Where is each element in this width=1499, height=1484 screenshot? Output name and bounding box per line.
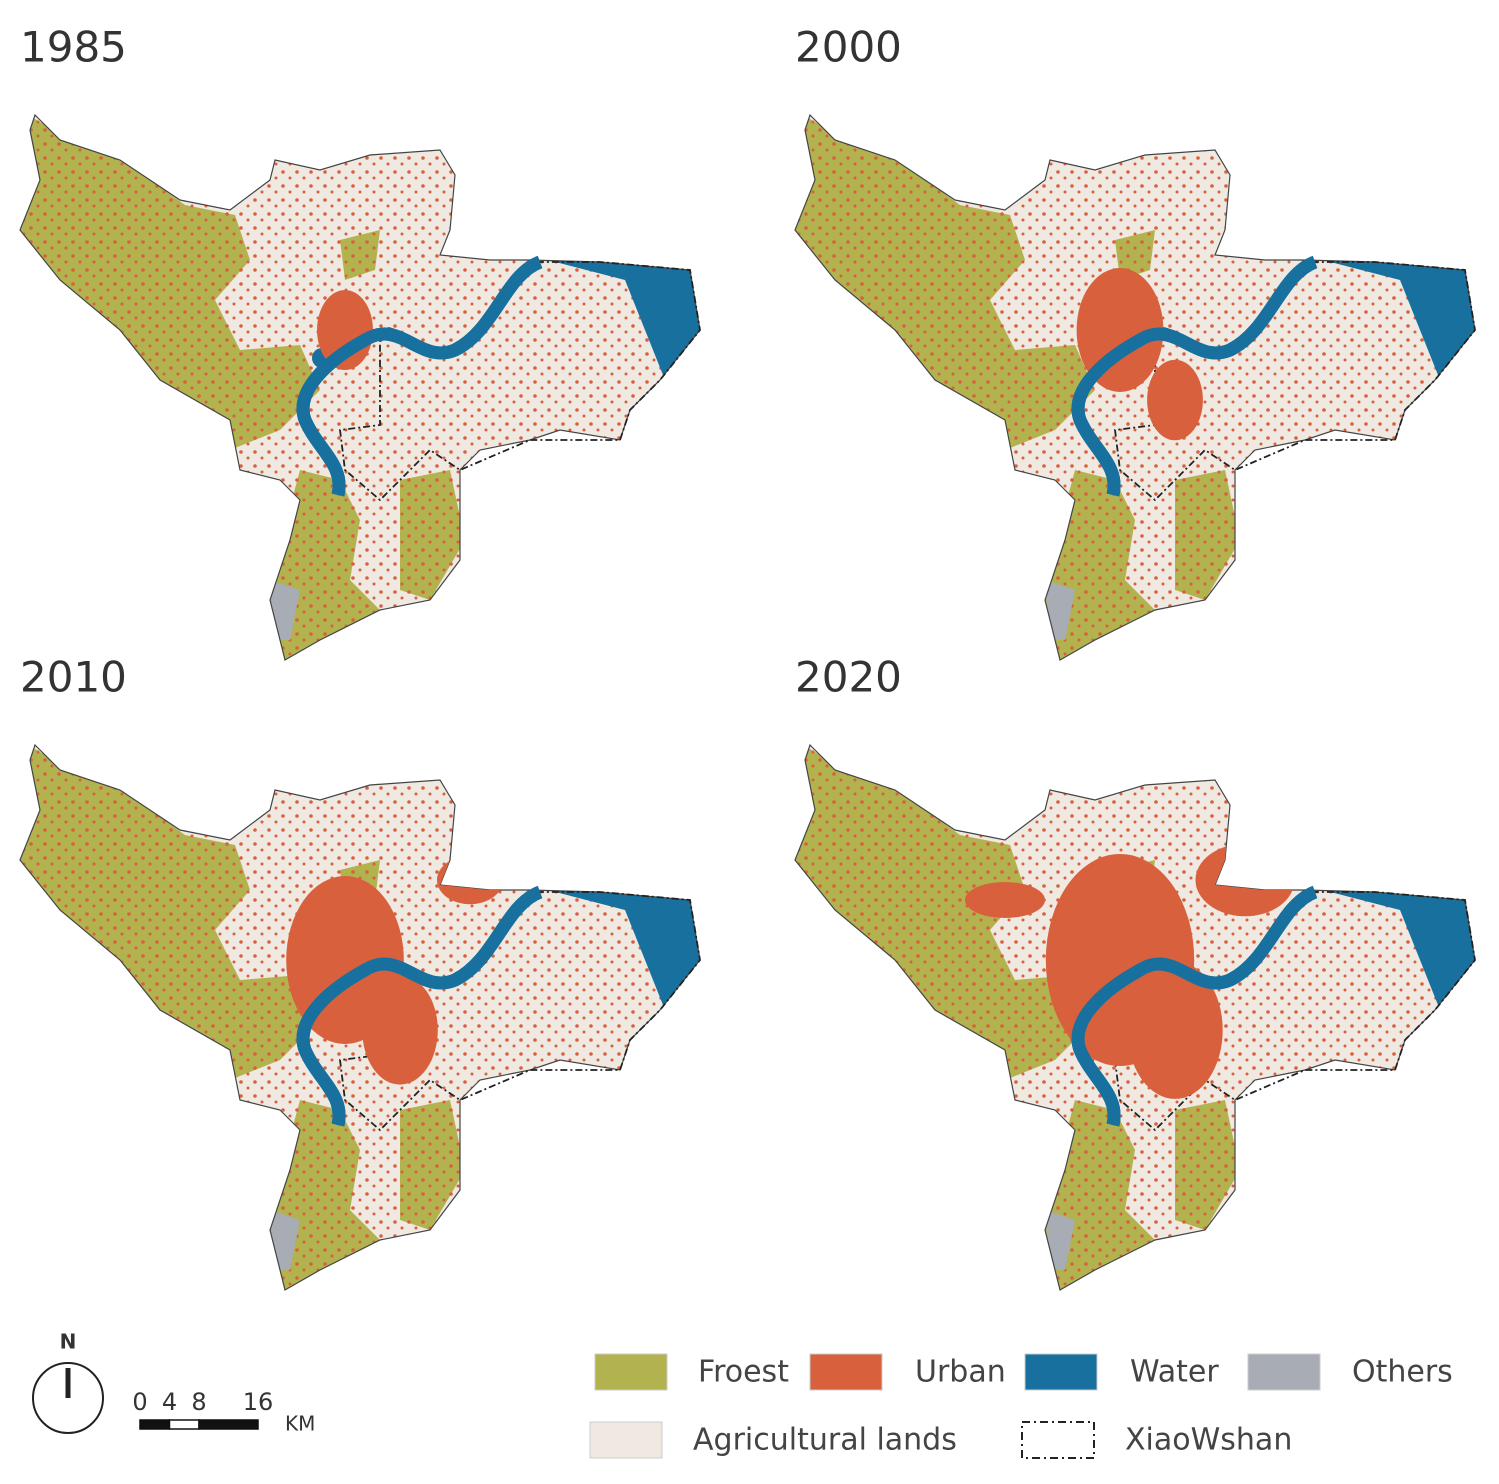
legend-label: Water <box>1130 1355 1219 1390</box>
legend-label: Agricultural lands <box>693 1423 957 1458</box>
urban-patch <box>965 882 1045 918</box>
legend-swatch <box>1247 1353 1321 1391</box>
river-overlay <box>296 885 543 1127</box>
river-overlay <box>296 255 543 497</box>
map-panels: 1985 2000 2010 2020 <box>0 0 1495 1310</box>
legend-swatch <box>1021 1421 1095 1459</box>
scale-label: 8 <box>191 1388 206 1416</box>
scale-bar: 0 4 8 16 KM <box>132 1388 315 1436</box>
map-panel: 2010 <box>0 630 720 1310</box>
urban-patch <box>1147 359 1203 441</box>
panel-title: 2010 <box>20 653 127 702</box>
scale-segment <box>168 1419 200 1430</box>
legend-swatch <box>809 1353 883 1391</box>
panel-title: 1985 <box>20 23 127 72</box>
map-panel: 2020 <box>775 630 1495 1310</box>
north-arrow: N <box>32 1330 104 1434</box>
north-circle <box>32 1362 104 1434</box>
legend-label: Froest <box>698 1355 789 1390</box>
legend-label: XiaoWshan <box>1125 1423 1292 1458</box>
scale-label: 0 <box>132 1388 147 1416</box>
urban-patch <box>1127 961 1223 1099</box>
north-label: N <box>60 1330 77 1354</box>
scale-label: 4 <box>162 1388 177 1416</box>
urban-core <box>1076 268 1203 441</box>
map-panel: 2000 <box>775 0 1495 680</box>
map-panel: 1985 <box>0 0 720 680</box>
panel-title: 2020 <box>795 653 902 702</box>
legend-swatch <box>1024 1353 1098 1391</box>
panel-title: 2000 <box>795 23 902 72</box>
scale-segment <box>198 1419 259 1430</box>
legend-swatch <box>589 1421 663 1459</box>
scale-segment <box>139 1419 171 1430</box>
urban-patch <box>1076 268 1164 392</box>
scale-unit: KM <box>285 1412 315 1436</box>
legend-label: Others <box>1352 1355 1453 1390</box>
urban-patch <box>362 975 438 1085</box>
scale-label: 16 <box>243 1388 274 1416</box>
river-overlay <box>1071 255 1318 497</box>
legend-label: Urban <box>915 1355 1006 1390</box>
urban-patch <box>1195 843 1295 917</box>
legend: Froest Urban Water Others Agricultural lands… <box>589 1353 1453 1459</box>
urban-patch <box>437 855 503 905</box>
river-overlay <box>1071 885 1318 1127</box>
legend-swatch <box>594 1353 668 1391</box>
